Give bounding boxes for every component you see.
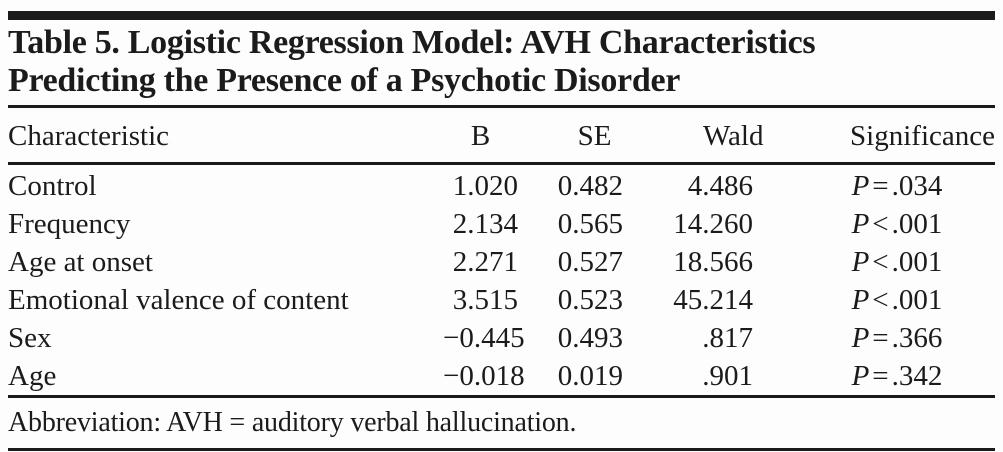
p-relation: =: [872, 170, 889, 202]
table-row: Control 1.020 0.482 4.486 P = .034: [8, 164, 995, 206]
table-footnote: Abbreviation: AVH = auditory verbal hall…: [8, 407, 577, 438]
bottom-rule: [8, 448, 995, 451]
wald-cell: 45.214: [673, 284, 753, 316]
p-relation: <: [872, 208, 889, 240]
header-row: Characteristic B SE Wald Significance: [8, 108, 995, 165]
characteristic-cell: Sex: [8, 322, 52, 354]
column-header-wald: Wald: [623, 108, 763, 165]
wald-cell: 14.260: [673, 208, 753, 240]
top-rule: [8, 11, 995, 20]
p-value: .001: [891, 246, 943, 278]
column-header-characteristic: Characteristic: [8, 108, 443, 165]
p-symbol: P: [851, 246, 870, 278]
p-value: .034: [891, 170, 943, 202]
table-body: Control 1.020 0.482 4.486 P = .034 Frequen…: [8, 164, 995, 398]
b-cell: −0.445: [443, 322, 525, 354]
table-row: Age −0.018 0.019 .901 P = .342: [8, 357, 995, 398]
table-header: Characteristic B SE Wald Significance: [8, 108, 995, 165]
column-header-significance: Significance: [753, 108, 995, 165]
se-cell: 0.482: [557, 170, 623, 202]
b-cell: −0.018: [443, 357, 525, 398]
significance-cell: P = .342: [753, 357, 995, 398]
se-cell: 0.565: [557, 208, 623, 240]
p-relation: =: [872, 360, 889, 392]
characteristic-cell: Frequency: [8, 208, 131, 240]
table-row: Frequency 2.134 0.565 14.260 P < .001: [8, 205, 995, 243]
significance-cell: P < .001: [753, 281, 995, 319]
logistic-regression-table: Characteristic B SE Wald Significance Co…: [8, 108, 995, 398]
characteristic-cell: Age at onset: [8, 246, 153, 278]
significance-cell: P = .034: [753, 164, 995, 206]
significance-cell: P < .001: [753, 243, 995, 281]
column-header-b: B: [443, 108, 518, 165]
se-cell: 0.019: [518, 357, 623, 398]
p-symbol: P: [851, 322, 870, 354]
b-cell: 3.515: [452, 284, 518, 316]
se-cell: 0.527: [557, 246, 623, 278]
significance-cell: P = .366: [753, 319, 995, 357]
p-value: .342: [891, 360, 943, 392]
p-value: .001: [891, 284, 943, 316]
p-symbol: P: [851, 170, 870, 202]
p-relation: <: [872, 246, 889, 278]
p-value: .001: [891, 208, 943, 240]
table-title-line-2: Predicting the Presence of a Psychotic D…: [8, 62, 681, 99]
wald-cell: 4.486: [687, 170, 753, 202]
table-title: Table 5. Logistic Regression Model: AVH …: [8, 24, 995, 100]
characteristic-cell: Age: [8, 357, 443, 398]
title-rule: [8, 105, 995, 108]
significance-cell: P < .001: [753, 205, 995, 243]
characteristic-cell: Control: [8, 170, 97, 202]
p-symbol: P: [851, 360, 870, 392]
p-value: .366: [891, 322, 943, 354]
table-row: Age at onset 2.271 0.527 18.566 P < .001: [8, 243, 995, 281]
b-cell: 2.271: [452, 246, 518, 278]
p-symbol: P: [851, 208, 870, 240]
b-cell: 1.020: [452, 170, 518, 202]
wald-cell: 18.566: [673, 246, 753, 278]
column-header-se: SE: [518, 108, 623, 165]
se-cell: 0.493: [557, 322, 623, 354]
wald-cell: .817: [702, 322, 753, 354]
se-cell: 0.523: [557, 284, 623, 316]
wald-cell: .901: [623, 357, 753, 398]
table-title-line-1: Table 5. Logistic Regression Model: AVH …: [8, 24, 816, 61]
p-relation: <: [872, 284, 889, 316]
p-relation: =: [872, 322, 889, 354]
table-row: Emotional valence of content 3.515 0.523…: [8, 281, 995, 319]
table-row: Sex −0.445 0.493 .817 P = .366: [8, 319, 995, 357]
b-cell: 2.134: [452, 208, 518, 240]
characteristic-cell: Emotional valence of content: [8, 284, 349, 316]
p-symbol: P: [851, 284, 870, 316]
